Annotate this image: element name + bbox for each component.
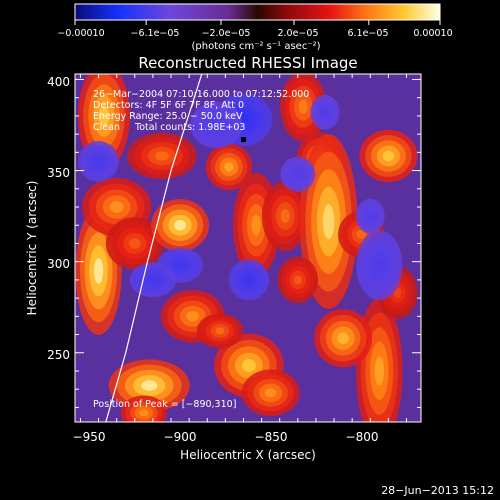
y-tick-label-0: 250 [47,348,70,362]
colorbar-tick-label-3: 2.0e−05 [277,28,318,39]
x-tick-label-0: −950 [73,430,106,444]
colorbar [74,3,441,21]
colorbar-tick-label-4: 6.1e−05 [347,28,388,39]
heatmap-blob-21 [196,313,244,349]
heatmap-blob-9 [120,395,168,422]
colorbar-tick-label-0: −0.00010 [57,28,104,39]
annotation-energy-range: Energy Range: 25.0 − 50.0 keV [93,111,243,122]
heatmap-blob-4 [127,132,197,180]
heatmap-blob-25 [190,101,243,149]
heatmap-blob-17 [314,309,373,368]
chart-title: Reconstructed RHESSI Image [138,54,357,72]
annotation-detectors: Detectors: 4F 5F 6F 7F 8F, Att 0 [93,100,244,111]
heatmap-image [75,74,418,422]
colorbar-tick-labels: −0.00010 −6.1e−05 −2.0e−05 2.0e−05 6.1e−… [57,28,452,39]
x-tick-labels: −950 −900 −850 −800 [73,430,379,444]
colorbar-ticks [74,20,441,25]
y-tick-label-3: 400 [47,75,70,89]
heatmap-blob-18 [359,129,418,183]
heatmap-blob-6 [205,143,253,191]
heatmap-blob-26 [228,259,270,301]
heatmap-blob-32 [355,198,385,234]
annotation-clean-counts: Clean Total counts: 1.98E+03 [93,122,245,133]
y-axis-label: Heliocentric Y (arcsec) [25,181,39,316]
axis-ticks [75,74,421,422]
heatmap-blob-22 [241,369,300,417]
heatmap-blob-30 [356,230,403,301]
x-tick-label-2: −850 [255,430,288,444]
x-axis-label: Heliocentric X (arcsec) [180,448,316,462]
y-tick-label-1: 300 [47,257,70,271]
heatmap-blob-16 [356,298,403,422]
annotation-block: 26−Mar−2004 07:10:16.000 to 07:12:52.000… [93,89,309,133]
heatmap-blob-8 [108,359,190,412]
heatmap-blob-11 [261,181,309,252]
heatmap-blob-23 [277,256,319,304]
annotation-time-range: 26−Mar−2004 07:10:16.000 to 07:12:52.000 [93,89,309,100]
heatmap-blob-5 [151,198,210,252]
y-tick-label-2: 350 [47,166,70,180]
peak-marker [240,137,246,143]
annotation-peak-position: Position of Peak = [−890,310] [93,399,236,410]
heatmap-blob-29 [78,141,119,182]
x-tick-label-3: −800 [346,430,379,444]
footer-timestamp: 28−Jun−2013 15:12 [381,484,494,497]
heatmap-blob-33 [280,156,316,192]
heatmap-blob-31 [310,94,340,130]
heatmap-blob-14 [299,134,358,310]
colorbar-tick-label-5: 0.00010 [413,28,452,39]
heatmap-blob-28 [129,262,177,298]
colorbar-tick-label-1: −6.1e−05 [131,28,180,39]
solar-limb-curve [105,74,203,422]
plot-frame [74,73,422,423]
colorbar-tick-label-2: −2.0e−05 [202,28,251,39]
y-tick-labels: 250 300 350 400 [47,75,70,362]
x-tick-label-1: −900 [164,430,197,444]
colorbar-unit-label: (photons cm⁻² s⁻¹ asec⁻²) [191,41,320,52]
